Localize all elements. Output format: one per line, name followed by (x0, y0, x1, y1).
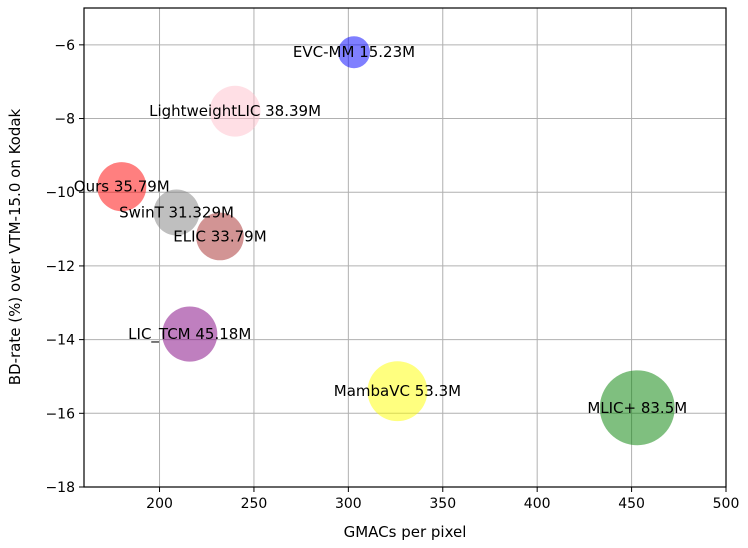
x-axis-ticks: 200 250 300 350 400 450 500 (146, 487, 739, 512)
bubble (338, 36, 371, 69)
x-tick-label: 300 (335, 496, 362, 512)
y-tick-label: −18 (45, 480, 75, 496)
bubble (153, 189, 200, 236)
y-tick-label: −16 (45, 406, 75, 422)
bubble (599, 370, 675, 446)
y-tick-label: −14 (45, 333, 75, 349)
x-tick-label: 500 (713, 496, 740, 512)
plot-frame (83, 7, 727, 488)
x-tick-label: 200 (146, 496, 173, 512)
bubble-label: ELIC 33.79M (173, 227, 266, 245)
bubbles (97, 36, 675, 446)
bubble-label: SwinT 31.329M (119, 203, 234, 221)
bubble (162, 306, 218, 362)
bubble-label: MambaVC 53.3M (334, 382, 461, 400)
y-tick-label: −8 (54, 112, 75, 128)
x-tick-label: 400 (524, 496, 551, 512)
bubble (196, 212, 244, 261)
y-tick-label: −10 (45, 185, 75, 201)
y-tick-label: −12 (45, 259, 75, 275)
bubble (97, 162, 147, 212)
x-tick-label: 350 (429, 496, 456, 512)
x-tick-label: 250 (241, 496, 268, 512)
y-axis-ticks: −6 −8 −10 −12 −14 −16 −18 (45, 38, 84, 496)
x-tick-label: 450 (618, 496, 645, 512)
bubble (367, 361, 428, 422)
bubble-label: LightweightLIC 38.39M (149, 102, 321, 120)
bubble-label: MLIC+ 83.5M (587, 399, 687, 417)
bubble-labels: EVC-MM 15.23M LightweightLIC 38.39M Ours 3… (74, 43, 687, 417)
bubble (209, 85, 261, 137)
bubble-label: EVC-MM 15.23M (293, 43, 415, 61)
x-axis-label: GMACs per pixel (344, 523, 467, 541)
bubble-label: LIC_TCM 45.18M (128, 325, 251, 344)
bubble-label: Ours 35.79M (74, 178, 170, 196)
y-axis-label: BD-rate (%) over VTM-15.0 on Kodak (6, 108, 24, 385)
y-tick-label: −6 (54, 38, 75, 54)
